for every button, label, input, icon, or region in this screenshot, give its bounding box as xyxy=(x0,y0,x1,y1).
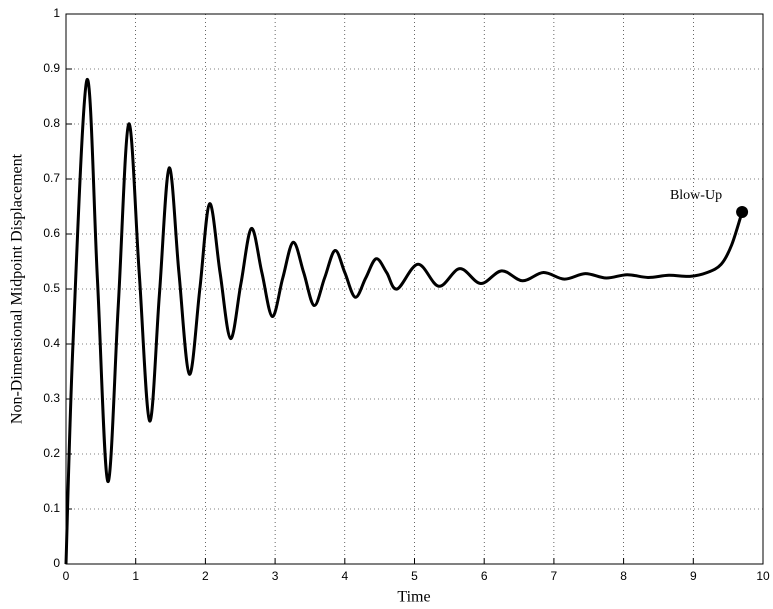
y-axis-label: Non-Dimensional Midpoint Displacement xyxy=(9,153,26,424)
x-tick-label: 5 xyxy=(411,569,418,583)
x-tick-label: 4 xyxy=(341,569,348,583)
y-tick-label: 0.5 xyxy=(43,281,60,295)
x-tick-label: 7 xyxy=(551,569,558,583)
y-tick-label: 0.4 xyxy=(43,336,60,350)
y-tick-label: 0.2 xyxy=(43,446,60,460)
x-axis-label: Time xyxy=(397,589,430,606)
x-tick-label: 1 xyxy=(132,569,139,583)
y-tick-label: 0.3 xyxy=(43,391,60,405)
y-tick-label: 0.9 xyxy=(43,61,60,75)
x-tick-label: 0 xyxy=(63,569,70,583)
y-tick-label: 0 xyxy=(53,556,60,570)
x-tick-label: 9 xyxy=(690,569,697,583)
x-tick-label: 2 xyxy=(202,569,209,583)
y-tick-label: 0.6 xyxy=(43,226,60,240)
y-tick-label: 0.8 xyxy=(43,116,60,130)
x-tick-label: 3 xyxy=(272,569,279,583)
x-tick-label: 6 xyxy=(481,569,488,583)
y-tick-label: 0.1 xyxy=(43,501,60,515)
blow-up-marker xyxy=(736,206,749,218)
data-line xyxy=(64,78,744,565)
y-tick-label: 1 xyxy=(53,6,60,20)
x-tick-label: 10 xyxy=(756,569,770,583)
y-tick-label: 0.7 xyxy=(43,171,60,185)
annotation: Blow-Up xyxy=(670,188,722,203)
x-tick-label: 8 xyxy=(620,569,627,583)
